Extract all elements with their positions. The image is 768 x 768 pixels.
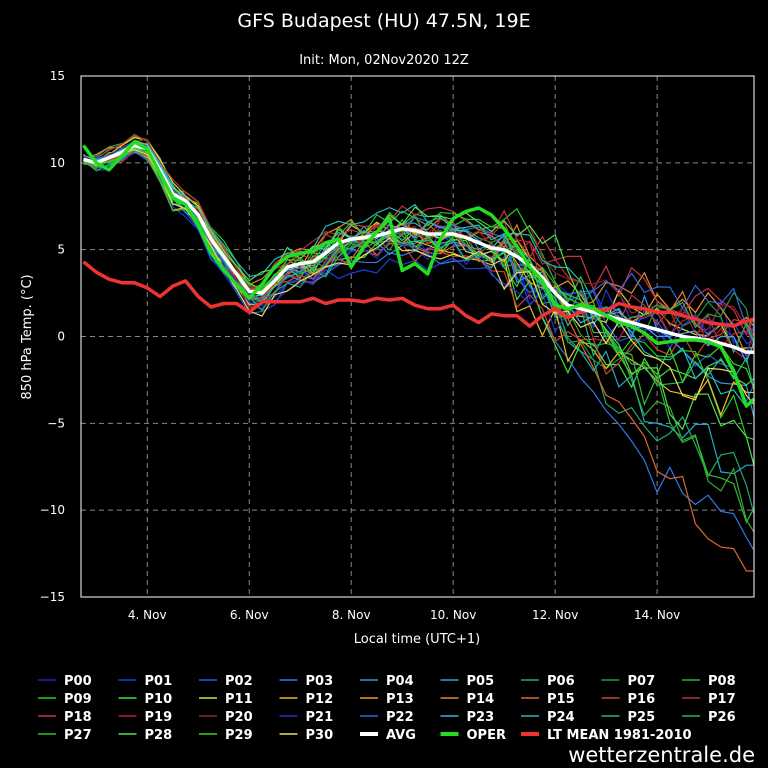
member-line-p11 — [83, 136, 755, 350]
legend-label: AVG — [386, 728, 416, 743]
y-tick-label: 15 — [50, 69, 65, 83]
member-line-p02 — [83, 150, 755, 404]
legend-label: LT MEAN 1981-2010 — [547, 728, 692, 743]
legend-label: P15 — [547, 692, 575, 707]
legend-label: P23 — [467, 710, 495, 725]
legend-label: P17 — [708, 692, 736, 707]
y-tick-label: −5 — [47, 416, 65, 430]
lt-mean-line — [82, 260, 755, 328]
legend-label: P07 — [628, 674, 656, 689]
legend-label: P00 — [64, 674, 92, 689]
plot-frame — [80, 75, 755, 598]
grid — [81, 76, 754, 597]
brand-watermark: wetterzentrale.de — [568, 743, 755, 767]
legend-label: OPER — [467, 728, 506, 743]
legend-label: P16 — [628, 692, 656, 707]
member-line-p28 — [83, 139, 755, 466]
y-tick-label: −15 — [40, 590, 65, 604]
legend-label: P19 — [145, 710, 173, 725]
legend-label: P22 — [386, 710, 414, 725]
legend-label: P20 — [225, 710, 253, 725]
legend-label: P02 — [225, 674, 253, 689]
legend: P00 P01 P02 P03 P04 P05 P06 P07 P08 P09 P10 P11 P12 P… — [38, 674, 736, 743]
y-tick-label: −10 — [40, 503, 65, 517]
member-line-p22 — [83, 141, 755, 344]
member-line-p03 — [83, 144, 755, 551]
main-series — [82, 140, 756, 408]
ensemble-members — [83, 133, 755, 572]
y-tick-label: 0 — [57, 330, 65, 344]
x-axis-label: Local time (UTC+1) — [354, 632, 480, 647]
legend-label: P13 — [386, 692, 414, 707]
legend-label: P21 — [306, 710, 334, 725]
x-tick-label: 10. Nov — [430, 608, 476, 622]
chart-subtitle: Init: Mon, 02Nov2020 12Z — [299, 53, 469, 68]
legend-label: P14 — [467, 692, 495, 707]
legend-label: P18 — [64, 710, 92, 725]
member-line-p30 — [83, 148, 755, 405]
legend-label: P30 — [306, 728, 334, 743]
legend-label: P27 — [64, 728, 92, 743]
legend-label: P03 — [306, 674, 334, 689]
y-axis-label: 850 hPa Temp. (°C) — [20, 274, 35, 399]
legend-label: P11 — [225, 692, 253, 707]
legend-label: P06 — [547, 674, 575, 689]
x-axis-ticks: 4. Nov 6. Nov 8. Nov 10. Nov 12. Nov 14. Nov — [128, 608, 680, 622]
x-tick-label: 14. Nov — [634, 608, 680, 622]
legend-label: P01 — [145, 674, 173, 689]
avg-line — [83, 143, 754, 354]
legend-label: P29 — [225, 728, 253, 743]
legend-label: P12 — [306, 692, 334, 707]
legend-label: P28 — [145, 728, 173, 743]
x-tick-label: 6. Nov — [230, 608, 269, 622]
legend-label: P24 — [547, 710, 575, 725]
legend-label: P08 — [708, 674, 736, 689]
y-tick-label: 10 — [50, 156, 65, 170]
legend-label: P04 — [386, 674, 414, 689]
member-line-p01 — [83, 152, 755, 344]
chart-title: GFS Budapest (HU) 47.5N, 19E — [237, 10, 530, 32]
oper-line — [82, 140, 756, 408]
legend-label: P26 — [708, 710, 736, 725]
member-line-p24 — [83, 145, 755, 408]
x-tick-label: 12. Nov — [532, 608, 578, 622]
legend-label: P25 — [628, 710, 656, 725]
y-axis-ticks: 15 10 5 0 −5 −10 −15 — [40, 69, 65, 604]
member-line-p09 — [83, 149, 755, 440]
legend-label: P09 — [64, 692, 92, 707]
legend-label: P10 — [145, 692, 173, 707]
x-tick-label: 4. Nov — [128, 608, 167, 622]
member-line-p25 — [83, 147, 755, 391]
legend-label: P05 — [467, 674, 495, 689]
y-tick-label: 5 — [57, 243, 65, 257]
x-tick-label: 8. Nov — [332, 608, 371, 622]
member-line-p27 — [83, 146, 755, 524]
